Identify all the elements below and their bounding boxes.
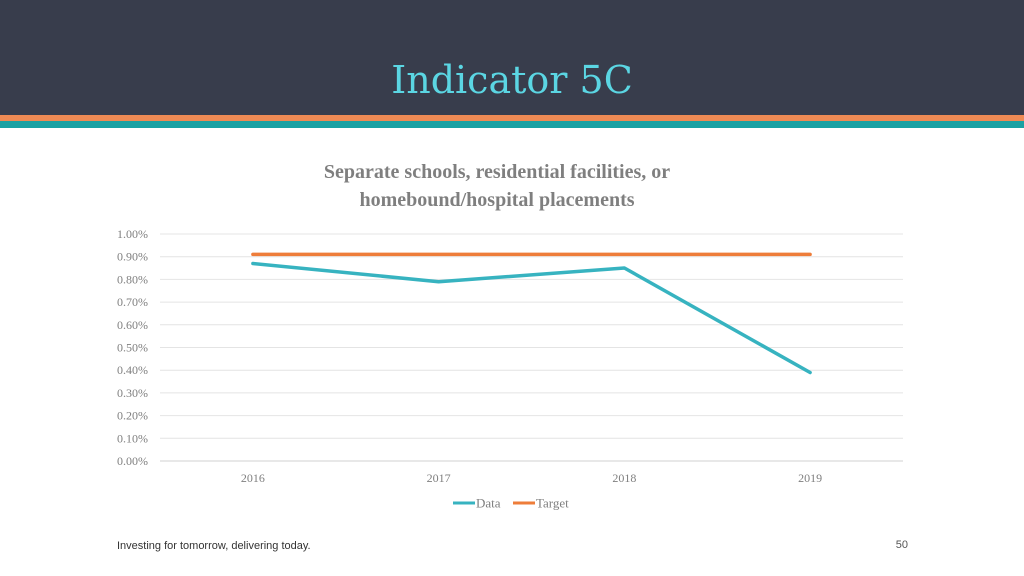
y-tick-label: 0.40%: [117, 363, 148, 377]
y-tick-label: 0.80%: [117, 272, 148, 286]
x-tick-label: 2016: [241, 471, 265, 485]
y-tick-label: 0.00%: [117, 454, 148, 468]
footer-tagline: Investing for tomorrow, delivering today…: [117, 540, 311, 552]
page-number: 50: [895, 539, 908, 551]
slide-title: Indicator 5C: [391, 58, 633, 102]
header-stripe-teal: [0, 121, 1024, 128]
chart-title-line-2: homebound/hospital placements: [359, 189, 635, 211]
y-tick-label: 0.70%: [117, 295, 148, 309]
series-line-data: [251, 261, 812, 375]
slide-header: [0, 0, 1024, 115]
legend-label-data: Data: [476, 496, 501, 511]
y-tick-label: 1.00%: [117, 227, 148, 241]
x-tick-label: 2018: [612, 471, 636, 485]
x-tick-label: 2017: [427, 471, 451, 485]
chart-title-line-1: Separate schools, residential facilities…: [323, 161, 671, 183]
y-tick-label: 0.30%: [117, 386, 148, 400]
chart-title: Separate schools, residential facilities…: [262, 158, 732, 214]
y-tick-label: 0.10%: [117, 431, 148, 445]
y-tick-label: 0.50%: [117, 341, 148, 355]
legend-label-target: Target: [536, 496, 569, 511]
y-tick-label: 0.20%: [117, 409, 148, 423]
y-tick-label: 0.60%: [117, 318, 148, 332]
y-tick-label: 0.90%: [117, 250, 148, 264]
header-stripe-orange: [0, 115, 1024, 121]
x-tick-label: 2019: [798, 471, 822, 485]
